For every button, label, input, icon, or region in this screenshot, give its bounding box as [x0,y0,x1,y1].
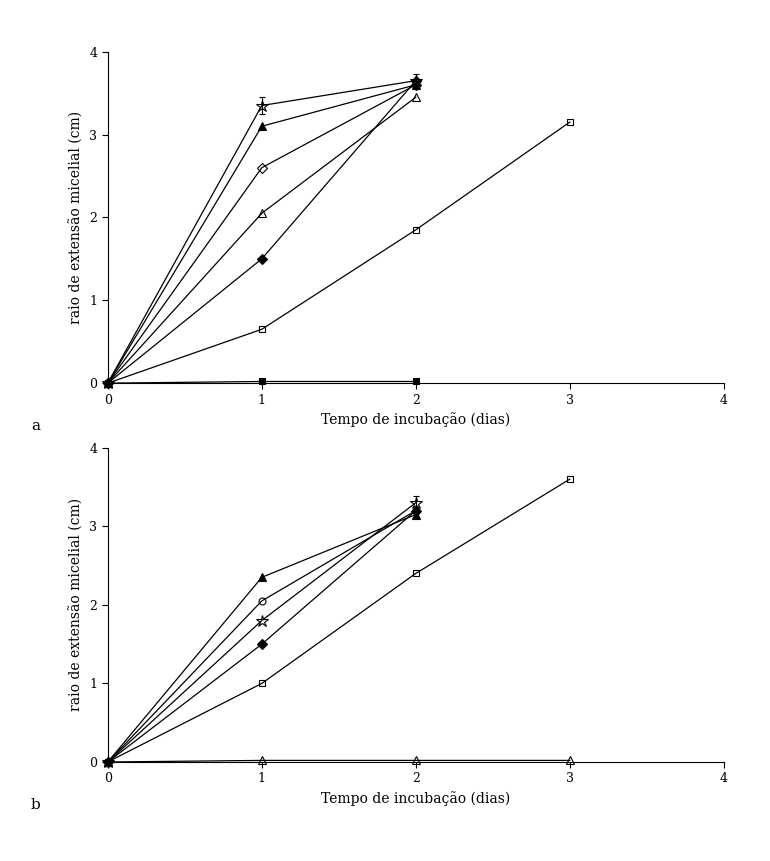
Line: 25: 25 [104,81,420,387]
35 [411,498,420,508]
35 [103,757,112,767]
Line: 20: 20 [104,77,420,387]
20 [411,76,420,86]
Line: 20: 20 [104,507,420,765]
40 [103,757,112,767]
X-axis label: Tempo de incubação (dias): Tempo de incubação (dias) [321,412,511,427]
40 [411,755,420,765]
Line: 40: 40 [104,93,420,387]
35 [411,76,420,86]
20 [411,505,420,516]
Line: 15: 15 [104,119,574,387]
45 [411,376,420,387]
40 [257,208,266,219]
20 [103,378,112,388]
Text: b: b [31,798,41,812]
30 [103,378,112,388]
40 [257,755,266,765]
15 [103,757,112,767]
X-axis label: Tempo de incubação (dias): Tempo de incubação (dias) [321,791,511,806]
35 [257,616,266,626]
15 [565,474,574,484]
25 [411,505,420,516]
Line: 35: 35 [102,74,422,389]
Legend: 15, 20, 25, 30, 35, 40, 45: 15, 20, 25, 30, 35, 40, 45 [236,489,596,514]
Line: 25: 25 [104,507,420,765]
Line: 15: 15 [104,475,574,765]
Line: 35: 35 [102,497,422,768]
30 [257,121,266,132]
30 [411,80,420,90]
Line: 30: 30 [104,81,420,387]
Line: 40: 40 [104,756,574,766]
40 [411,92,420,102]
40 [565,755,574,765]
40 [103,378,112,388]
30 [411,510,420,520]
15 [103,378,112,388]
25 [257,596,266,606]
20 [103,757,112,767]
25 [411,80,420,90]
20 [257,639,266,649]
25 [103,757,112,767]
25 [257,163,266,173]
15 [411,568,420,579]
Y-axis label: raio de extensão micelial (cm): raio de extensão micelial (cm) [69,499,84,711]
Line: 30: 30 [104,511,420,766]
45 [103,378,112,388]
30 [103,757,112,767]
35 [103,378,112,388]
Line: 45: 45 [104,378,420,387]
Y-axis label: raio de extensão micelial (cm): raio de extensão micelial (cm) [69,111,84,324]
45 [257,376,266,387]
15 [257,678,266,689]
15 [257,324,266,334]
15 [411,225,420,235]
20 [257,254,266,264]
25 [103,378,112,388]
Text: a: a [31,419,40,433]
30 [257,573,266,583]
15 [565,117,574,127]
35 [257,101,266,111]
